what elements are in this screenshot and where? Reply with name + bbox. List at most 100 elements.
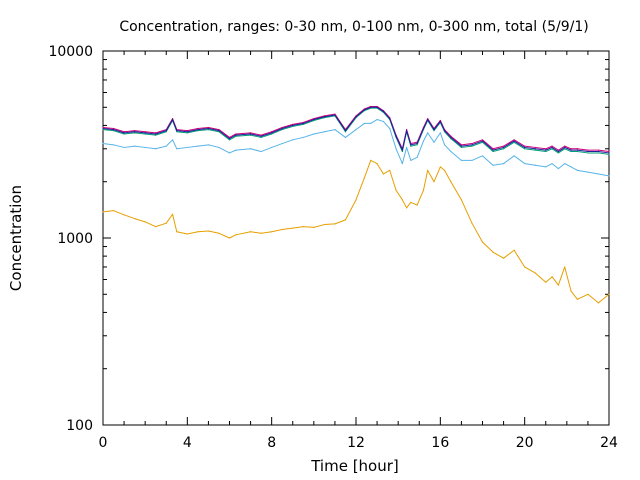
series-point xyxy=(144,132,146,134)
series-point xyxy=(313,118,315,120)
series-point xyxy=(123,133,125,135)
series-point xyxy=(197,130,199,132)
series-point xyxy=(260,135,262,137)
series-point xyxy=(165,130,167,132)
series-point xyxy=(155,133,157,135)
series-point xyxy=(363,122,366,125)
series-point xyxy=(433,130,435,132)
series-point xyxy=(564,162,566,165)
series-point xyxy=(271,133,273,135)
series-point xyxy=(524,148,526,150)
series-point xyxy=(123,131,125,133)
series-5 xyxy=(102,106,610,154)
series-point xyxy=(433,128,435,131)
series-point xyxy=(513,155,515,157)
series-point xyxy=(171,139,174,141)
series-point xyxy=(597,149,600,151)
series-point xyxy=(102,126,104,129)
series-point xyxy=(197,128,199,131)
series-point xyxy=(218,146,220,149)
series-point xyxy=(471,222,473,224)
series-point xyxy=(207,230,210,232)
series-point xyxy=(406,146,408,149)
series-point xyxy=(587,152,589,154)
series-point xyxy=(545,148,547,150)
series-point xyxy=(197,145,199,147)
series-point xyxy=(382,173,385,175)
series-point xyxy=(524,266,526,268)
series-point xyxy=(344,131,347,133)
series-point xyxy=(608,293,610,295)
series-point xyxy=(112,130,115,132)
series-point xyxy=(235,149,237,151)
series-point xyxy=(313,118,315,121)
series-point xyxy=(524,146,526,149)
series-point xyxy=(281,142,283,145)
series-point xyxy=(171,118,174,121)
series-point xyxy=(439,166,441,168)
series-point xyxy=(176,231,178,233)
series-point xyxy=(260,134,262,136)
series-point xyxy=(551,276,553,278)
series-point xyxy=(513,141,515,143)
series-point xyxy=(427,169,429,171)
series-point xyxy=(186,146,188,149)
series-point xyxy=(406,207,408,209)
series-point xyxy=(570,149,572,151)
series-point xyxy=(186,233,188,235)
series-point xyxy=(112,127,115,130)
series-point xyxy=(176,130,178,132)
series-point xyxy=(370,122,372,125)
series-point xyxy=(481,155,484,157)
series-point xyxy=(570,148,572,150)
series-point xyxy=(281,127,283,130)
series-point xyxy=(102,128,104,131)
series-point xyxy=(395,135,397,137)
series-point xyxy=(334,113,336,115)
chart-title: Concentration, ranges: 0-30 nm, 0-100 nm… xyxy=(119,19,588,35)
series-point xyxy=(249,148,252,150)
series-point xyxy=(171,213,174,215)
series-point xyxy=(292,124,294,127)
series-point xyxy=(155,134,157,136)
series-point xyxy=(608,175,610,177)
series-line xyxy=(102,119,610,177)
series-point xyxy=(176,131,178,133)
series-point xyxy=(557,150,560,153)
series-point xyxy=(323,223,325,226)
series-point xyxy=(492,251,494,253)
series-point xyxy=(502,146,505,149)
y-axis-label: Concentration xyxy=(7,185,25,291)
series-point xyxy=(302,136,304,139)
series-point xyxy=(207,127,210,130)
series-point xyxy=(471,142,473,145)
series-point xyxy=(260,136,262,139)
series-point xyxy=(502,148,505,150)
series-point xyxy=(235,134,237,136)
series-point xyxy=(443,144,446,146)
series-point xyxy=(492,164,494,166)
series-point xyxy=(443,130,446,132)
series-point xyxy=(564,266,566,268)
series-point xyxy=(570,150,572,153)
series-point xyxy=(112,144,115,146)
series-point xyxy=(197,231,199,233)
series-point xyxy=(144,131,146,133)
series-point xyxy=(207,144,210,146)
series-point xyxy=(608,150,610,153)
series-point xyxy=(551,162,553,165)
series-point xyxy=(564,145,566,147)
series-point xyxy=(207,128,210,131)
series-point xyxy=(144,221,146,223)
series-point xyxy=(235,133,237,135)
series-point xyxy=(534,164,536,166)
series-point xyxy=(249,132,252,134)
series-point xyxy=(551,148,553,150)
series-point xyxy=(576,169,578,171)
series-point xyxy=(410,145,412,147)
series-point xyxy=(587,149,589,151)
series-point xyxy=(427,132,429,134)
series-point xyxy=(597,173,600,175)
series-point xyxy=(123,146,125,149)
series-point xyxy=(323,115,325,117)
